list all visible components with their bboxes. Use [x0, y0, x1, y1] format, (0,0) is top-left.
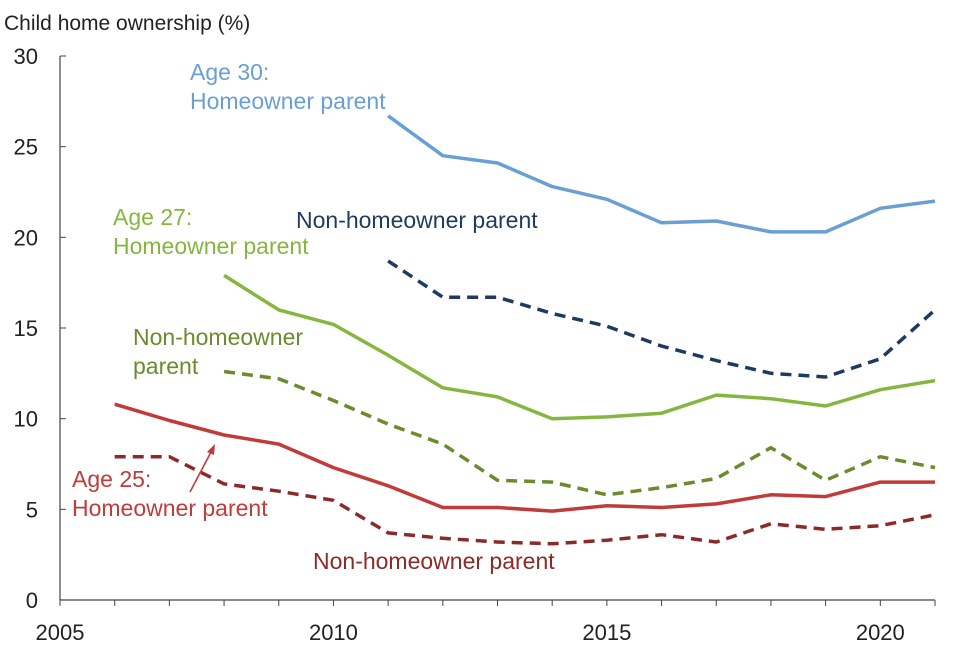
annotation-age30-line-1: Age 30: [190, 59, 269, 85]
x-tick-label: 2010 [309, 620, 358, 645]
series-lines [114, 114, 937, 546]
annotation-age30-line-2: Homeowner parent [190, 88, 386, 114]
x-tick-label: 2015 [582, 620, 631, 645]
y-tick-label: 0 [26, 588, 38, 613]
series-line-6 [114, 454, 936, 546]
annotation-age27-line-2: Homeowner parent [113, 233, 309, 259]
y-tick-label: 15 [14, 316, 38, 341]
y-tick-label: 5 [26, 497, 38, 522]
series-line-1 [387, 114, 936, 234]
annotation-age27nh-line-2: parent [133, 353, 199, 379]
y-axis-label: Child home ownership (%) [4, 12, 250, 35]
annotation-age27-line-1: Age 27: [113, 204, 192, 230]
x-tick-label: 2005 [36, 620, 85, 645]
y-tick-label: 10 [14, 407, 38, 432]
annotation-age25-line-2: Homeowner parent [72, 495, 268, 521]
x-tick-label: 2020 [856, 620, 905, 645]
annotation-arrow [189, 451, 212, 493]
series-line-2 [387, 259, 937, 379]
annotation-arrowhead [207, 444, 215, 455]
annotation-age27nh-line-1: Non-homeowner [133, 324, 303, 350]
annotation-age25-line-1: Age 25: [72, 466, 151, 492]
annotation-age25nh-line-1: Non-homeowner parent [313, 548, 555, 574]
annotation-age30nh-line-1: Non-homeowner parent [296, 207, 538, 233]
series-line-5 [114, 402, 935, 513]
series-line-4 [223, 369, 936, 497]
y-tick-label: 30 [14, 44, 38, 69]
y-tick-label: 25 [14, 135, 38, 160]
tick-labels: 0 5 10 15 20 25 30 2005 2010 2015 2020 [14, 44, 936, 645]
y-tick-label: 20 [14, 225, 38, 250]
series-line-3 [223, 273, 936, 421]
